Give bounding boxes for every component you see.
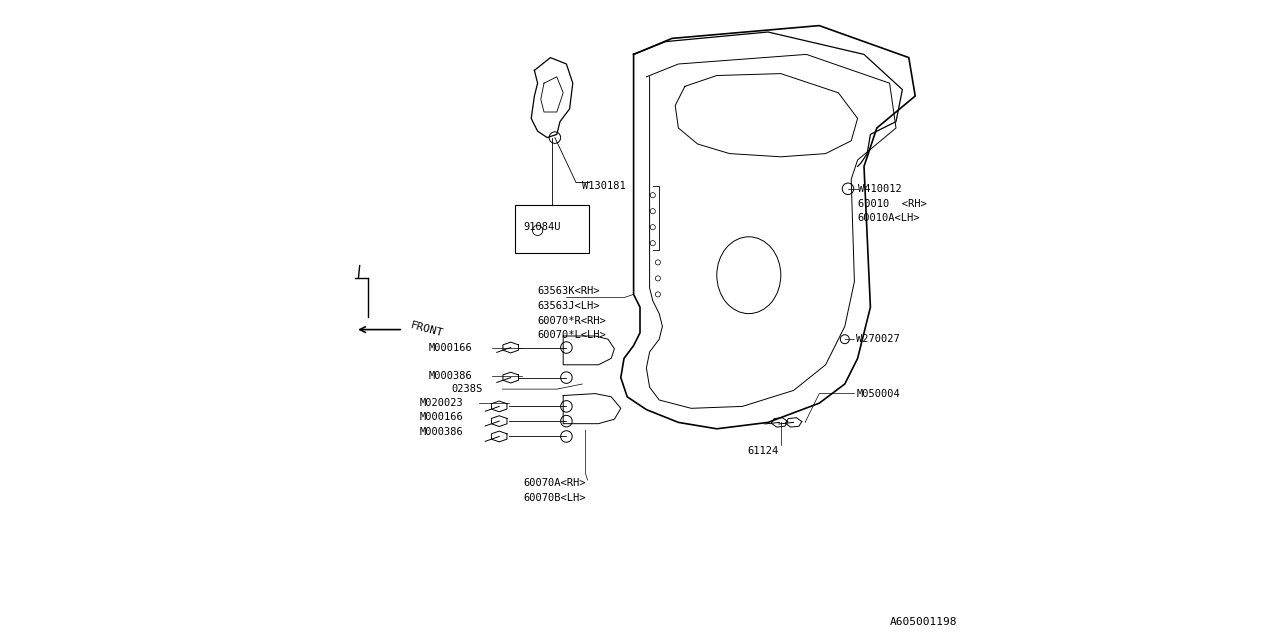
Text: 60070*L<LH>: 60070*L<LH> bbox=[538, 330, 607, 340]
Text: 63563K<RH>: 63563K<RH> bbox=[538, 286, 600, 296]
Text: 60010  <RH>: 60010 <RH> bbox=[858, 198, 927, 209]
Text: 61124: 61124 bbox=[748, 446, 778, 456]
Text: M000386: M000386 bbox=[429, 371, 472, 381]
Text: 91084U: 91084U bbox=[524, 222, 561, 232]
Text: 0238S: 0238S bbox=[452, 384, 483, 394]
Text: FRONT: FRONT bbox=[410, 321, 444, 339]
Text: W130181: W130181 bbox=[582, 180, 626, 191]
Text: 63563J<LH>: 63563J<LH> bbox=[538, 301, 600, 311]
Text: M000166: M000166 bbox=[429, 342, 472, 353]
Text: 60070B<LH>: 60070B<LH> bbox=[524, 493, 586, 503]
Text: W410012: W410012 bbox=[858, 184, 901, 194]
Text: M000166: M000166 bbox=[420, 412, 463, 422]
Text: M020023: M020023 bbox=[420, 398, 463, 408]
Text: A605001198: A605001198 bbox=[890, 617, 957, 627]
Text: W270027: W270027 bbox=[856, 334, 900, 344]
Text: M050004: M050004 bbox=[856, 388, 900, 399]
Text: 60010A<LH>: 60010A<LH> bbox=[858, 213, 920, 223]
Text: M000386: M000386 bbox=[420, 427, 463, 437]
Text: 60070*R<RH>: 60070*R<RH> bbox=[538, 316, 607, 326]
Text: 60070A<RH>: 60070A<RH> bbox=[524, 478, 586, 488]
Bar bbox=[516, 205, 589, 253]
